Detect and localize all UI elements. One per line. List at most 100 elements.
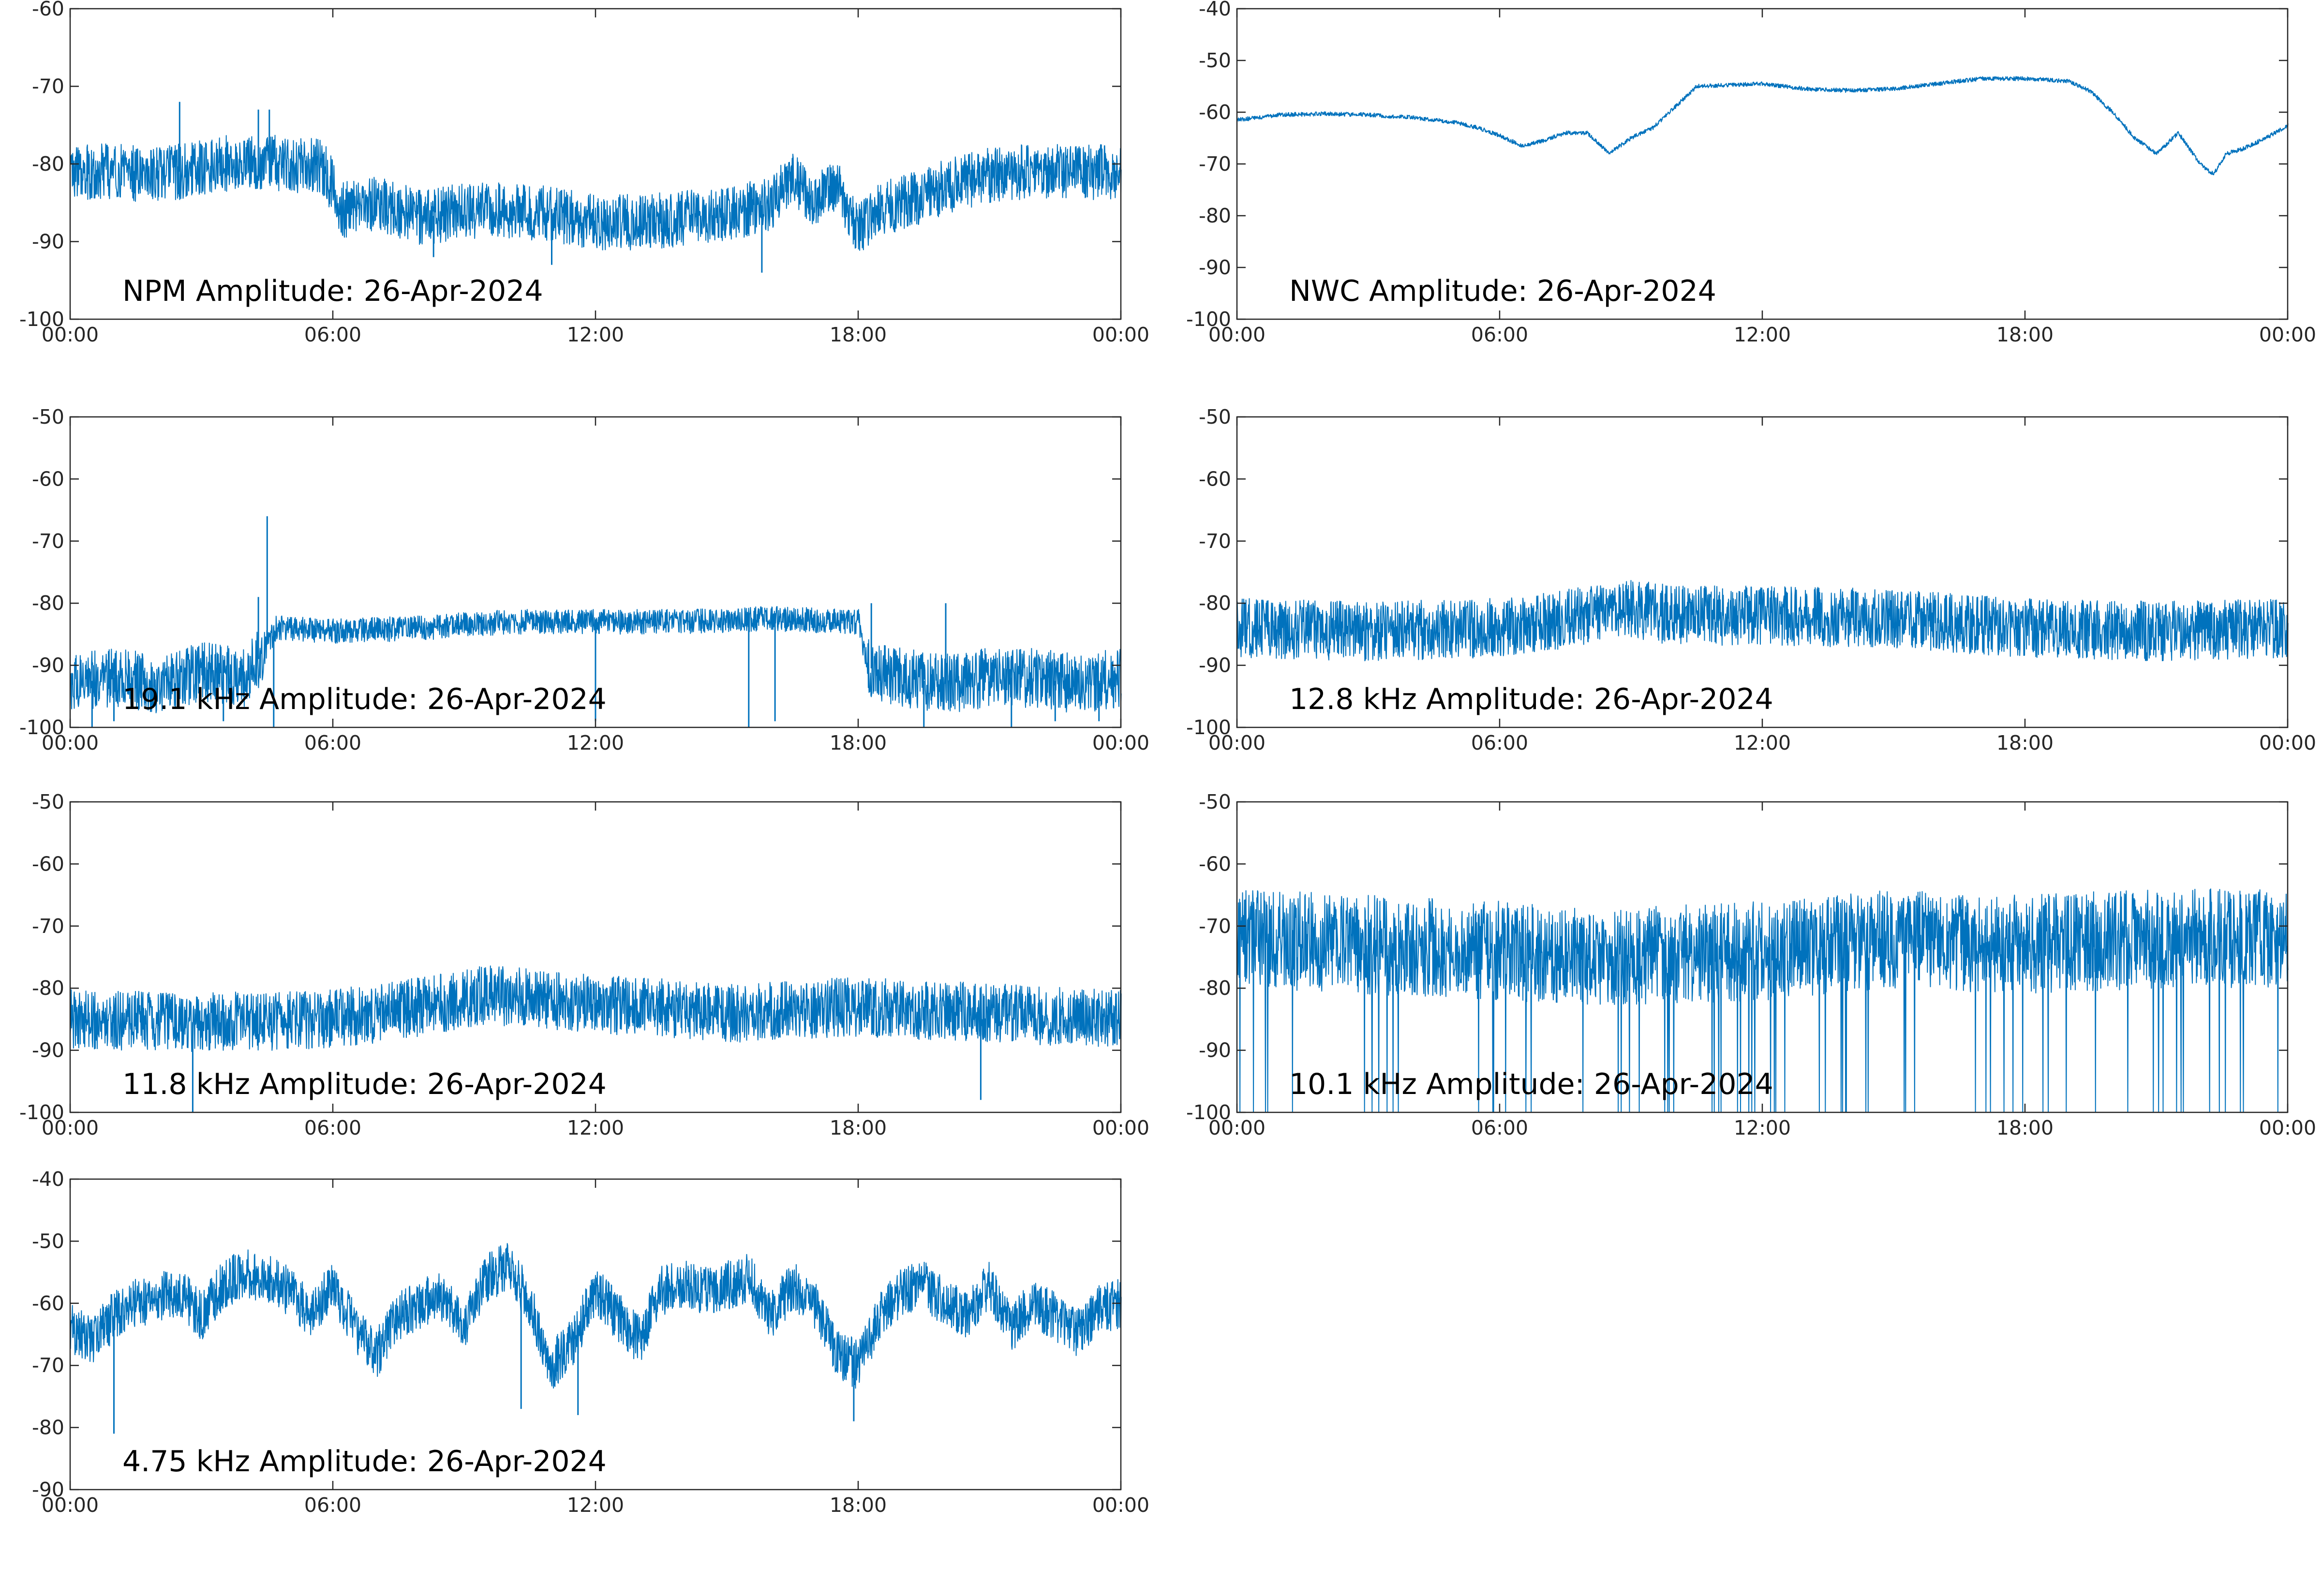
panel-5: -100 -90 -80 -70 -60 -50 00:00 06:00 12:00 18:00 0… (19, 790, 1149, 1139)
x-tick-label: 06:00 (1471, 731, 1528, 754)
x-tick-label: 18:00 (1996, 1116, 2054, 1139)
series-line (70, 965, 1122, 1052)
x-tick-label: 00:00 (1208, 323, 1265, 346)
y-tick-label: -90 (32, 1478, 64, 1501)
y-tick-label: -60 (1199, 467, 1231, 490)
series-line (70, 606, 1122, 713)
panel-title: 4.75 kHz Amplitude: 26-Apr-2024 (122, 1445, 607, 1478)
y-tick-label: -90 (32, 1039, 64, 1062)
y-tick-label: -80 (32, 976, 64, 1000)
y-tick-label: -100 (19, 716, 64, 739)
y-tick-label: -50 (1199, 49, 1231, 72)
y-tick-label: -100 (1186, 716, 1231, 739)
x-tick-label: 12:00 (567, 1116, 624, 1139)
x-tick-label: 12:00 (567, 731, 624, 754)
x-tick-label: 06:00 (304, 323, 361, 346)
x-tick-label: 12:00 (1734, 731, 1791, 754)
x-tick-label: 00:00 (1208, 731, 1265, 754)
y-tick-label: -80 (1199, 976, 1231, 1000)
y-tick-label: -80 (32, 1416, 64, 1439)
y-tick-label: -40 (32, 1167, 64, 1191)
x-tick-label: 00:00 (42, 1493, 99, 1517)
x-tick-label: 00:00 (1092, 731, 1149, 754)
y-tick-label: -60 (32, 852, 64, 875)
x-tick-label: 06:00 (304, 1116, 361, 1139)
panel-3: -100 -90 -80 -70 -60 -50 00:00 06:00 12:00 18:00 0… (19, 405, 1149, 754)
panel-title: 19.1 kHz Amplitude: 26-Apr-2024 (122, 682, 607, 716)
y-tick-label: -90 (32, 230, 64, 253)
y-tick-label: -70 (32, 915, 64, 938)
x-tick-label: 06:00 (304, 731, 361, 754)
x-tick-label: 12:00 (567, 1493, 624, 1517)
x-tick-label: 00:00 (2259, 323, 2316, 346)
x-tick-label: 00:00 (2259, 731, 2316, 754)
x-tick-label: 06:00 (304, 1493, 361, 1517)
y-tick-label: -80 (32, 591, 64, 615)
y-tick-label: -70 (32, 75, 64, 98)
y-tick-label: -70 (1199, 530, 1231, 553)
panel-title: 11.8 kHz Amplitude: 26-Apr-2024 (122, 1067, 607, 1101)
y-tick-label: -50 (1199, 405, 1231, 429)
y-tick-label: -60 (32, 0, 64, 20)
panel-1: -100 -90 -80 -70 -60 00:00 06:00 12:00 18:00 00:0… (19, 0, 1149, 346)
y-tick-label: -60 (32, 1292, 64, 1315)
y-tick-label: -60 (32, 467, 64, 490)
x-tick-label: 18:00 (830, 323, 887, 346)
y-tick-label: -100 (1186, 308, 1231, 331)
y-tick-label: -70 (32, 1354, 64, 1377)
panel-title: 10.1 kHz Amplitude: 26-Apr-2024 (1289, 1067, 1773, 1101)
y-tick-label: -50 (1199, 790, 1231, 813)
x-tick-label: 00:00 (1092, 323, 1149, 346)
panel-6: -100 -90 -80 -70 -60 -50 00:00 06:00 12:00 18:00 0… (1186, 790, 2316, 1139)
series-line (1236, 888, 2289, 1113)
x-tick-label: 12:00 (1734, 323, 1791, 346)
panel-4: -100 -90 -80 -70 -60 -50 00:00 06:00 12:00 18:00 0… (1186, 405, 2316, 754)
series-line (1236, 76, 2289, 176)
y-tick-label: -100 (1186, 1101, 1231, 1124)
x-tick-label: 18:00 (830, 731, 887, 754)
y-tick-label: -50 (32, 1229, 64, 1253)
x-tick-label: 00:00 (42, 1116, 99, 1139)
y-tick-label: -100 (19, 1101, 64, 1124)
x-tick-label: 00:00 (1092, 1493, 1149, 1517)
series-line (1236, 580, 2289, 662)
y-tick-label: -90 (32, 654, 64, 677)
x-tick-label: 18:00 (830, 1493, 887, 1517)
y-tick-label: -80 (1199, 204, 1231, 227)
y-tick-label: -80 (32, 152, 64, 176)
x-tick-label: 00:00 (1208, 1116, 1265, 1139)
y-tick-label: -90 (1199, 654, 1231, 677)
panel-title: NPM Amplitude: 26-Apr-2024 (122, 274, 543, 308)
panel-title: 12.8 kHz Amplitude: 26-Apr-2024 (1289, 682, 1773, 716)
series-line (70, 1243, 1122, 1389)
panel-2: -100 -90 -80 -70 -60 -50 -40 00:00 06:00 12:00 18:… (1186, 0, 2316, 346)
y-tick-label: -40 (1199, 0, 1231, 20)
x-tick-label: 12:00 (567, 323, 624, 346)
panel-title: NWC Amplitude: 26-Apr-2024 (1289, 274, 1716, 308)
x-tick-label: 18:00 (830, 1116, 887, 1139)
y-tick-label: -60 (1199, 101, 1231, 124)
y-tick-label: -100 (19, 308, 64, 331)
x-tick-label: 18:00 (1996, 731, 2054, 754)
y-tick-label: -60 (1199, 852, 1231, 875)
y-tick-label: -50 (32, 790, 64, 813)
y-tick-label: -80 (1199, 591, 1231, 615)
x-tick-label: 00:00 (42, 731, 99, 754)
x-tick-label: 00:00 (2259, 1116, 2316, 1139)
y-tick-label: -50 (32, 405, 64, 429)
x-tick-label: 06:00 (1471, 323, 1528, 346)
x-tick-label: 06:00 (1471, 1116, 1528, 1139)
x-tick-label: 12:00 (1734, 1116, 1791, 1139)
x-tick-label: 00:00 (1092, 1116, 1149, 1139)
series-line (70, 134, 1122, 251)
y-tick-label: -90 (1199, 256, 1231, 279)
y-tick-label: -70 (1199, 915, 1231, 938)
panel-7: -90 -80 -70 -60 -50 -40 00:00 06:00 12:00 18:00 00… (32, 1167, 1149, 1517)
y-tick-label: -70 (32, 530, 64, 553)
x-tick-label: 00:00 (42, 323, 99, 346)
y-tick-label: -70 (1199, 152, 1231, 176)
y-tick-label: -90 (1199, 1039, 1231, 1062)
x-tick-label: 18:00 (1996, 323, 2054, 346)
